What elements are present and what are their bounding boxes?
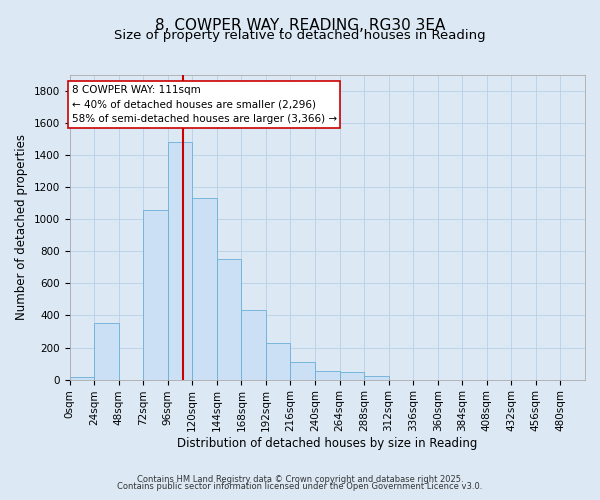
Bar [217,258,241,380]
X-axis label: Distribution of detached houses by size in Reading: Distribution of detached houses by size … [177,437,478,450]
Bar [364,376,389,380]
Bar [192,198,217,380]
Bar [94,324,119,380]
Text: Contains public sector information licensed under the Open Government Licence v3: Contains public sector information licen… [118,482,482,491]
Bar [143,210,168,380]
Bar [241,310,266,380]
Text: 8 COWPER WAY: 111sqm
← 40% of detached houses are smaller (2,296)
58% of semi-de: 8 COWPER WAY: 111sqm ← 40% of detached h… [71,84,337,124]
Text: Contains HM Land Registry data © Crown copyright and database right 2025.: Contains HM Land Registry data © Crown c… [137,474,463,484]
Text: Size of property relative to detached houses in Reading: Size of property relative to detached ho… [114,29,486,42]
Bar [70,377,94,380]
Bar [266,342,290,380]
Text: 8, COWPER WAY, READING, RG30 3EA: 8, COWPER WAY, READING, RG30 3EA [155,18,445,32]
Bar [340,372,364,380]
Bar [168,142,192,380]
Y-axis label: Number of detached properties: Number of detached properties [15,134,28,320]
Bar [315,371,340,380]
Bar [290,362,315,380]
